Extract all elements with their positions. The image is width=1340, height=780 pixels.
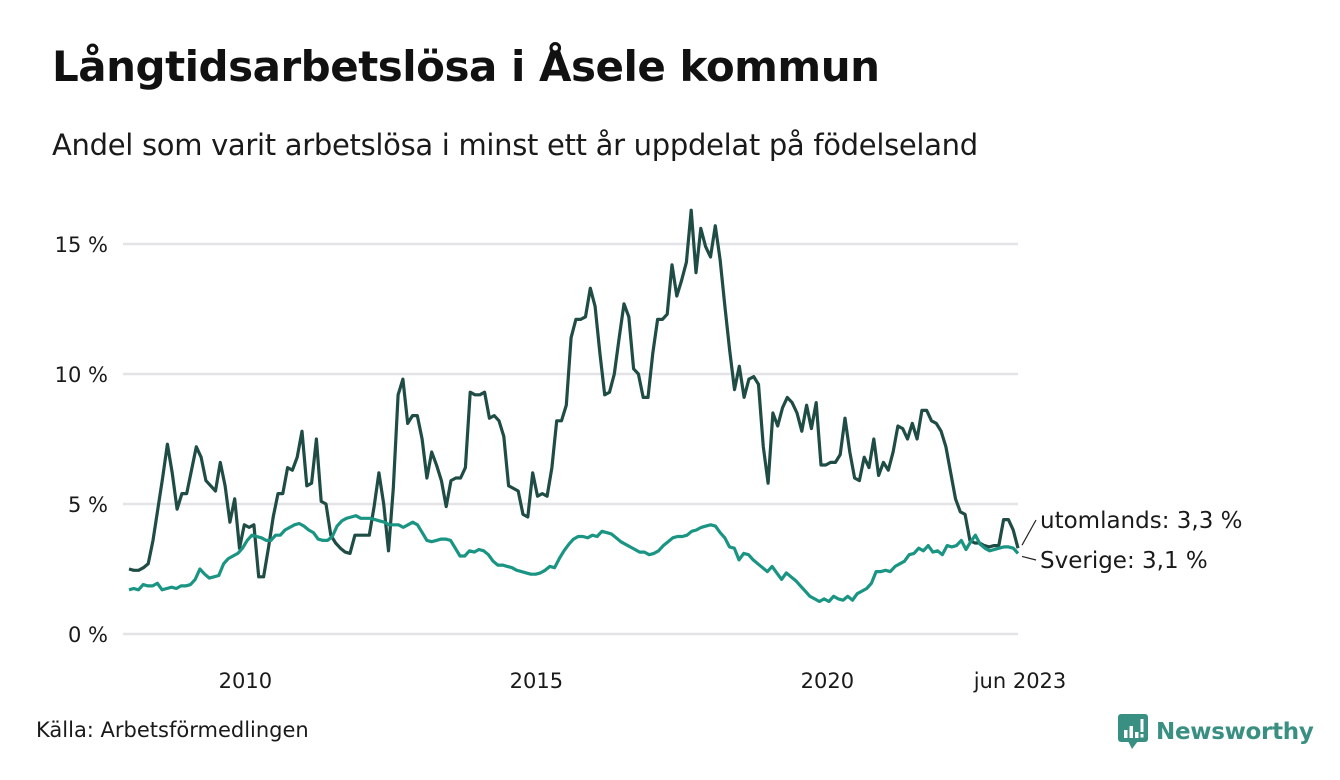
chart-subtitle: Andel som varit arbetslösa i minst ett å… <box>52 128 978 162</box>
bar-chart-speech-icon <box>1118 714 1148 749</box>
series-lines <box>128 208 1020 604</box>
gridlines <box>123 242 1018 636</box>
label-leader-line <box>1021 519 1037 546</box>
x-tick-label: 2020 <box>801 669 854 693</box>
series-line-sverige <box>128 514 1020 604</box>
end-labels: utomlands: 3,3 % Sverige: 3,1 % <box>1021 508 1243 574</box>
y-tick-label: 10 % <box>55 363 108 387</box>
y-tick-label: 0 % <box>68 623 108 647</box>
x-axis-ticks: 2010 2015 2020 jun 2023 <box>219 669 1067 693</box>
newsworthy-logo: Newsworthy <box>1118 714 1314 750</box>
y-tick-label: 15 % <box>55 233 108 257</box>
series-end-label: utomlands: 3,3 % <box>1040 508 1243 534</box>
series-end-label: Sverige: 3,1 % <box>1040 548 1208 574</box>
series-line-utomlands <box>128 208 1020 579</box>
x-tick-label: 2010 <box>219 669 272 693</box>
x-tick-label: jun 2023 <box>973 669 1067 693</box>
label-leader-line <box>1021 555 1037 561</box>
logo-text: Newsworthy <box>1156 719 1314 745</box>
chart-title: Långtidsarbetslösa i Åsele kommun <box>52 42 880 91</box>
x-tick-label: 2015 <box>510 669 563 693</box>
y-tick-label: 5 % <box>68 493 108 517</box>
y-axis-ticks: 0 % 5 % 10 % 15 % <box>55 233 108 647</box>
source-note: Källa: Arbetsförmedlingen <box>36 718 309 742</box>
